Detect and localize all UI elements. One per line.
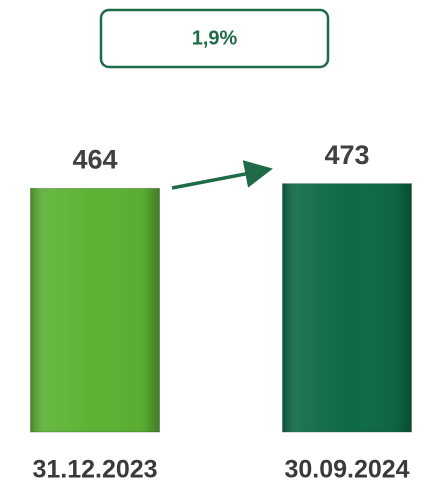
value-label: 464: [72, 145, 117, 175]
annotation: 1,9%: [192, 27, 238, 49]
bar: [282, 183, 412, 433]
trend-arrow: [171, 160, 273, 190]
x-tick-label: 31.12.2023: [32, 456, 157, 484]
bar: [30, 187, 160, 433]
x-tick-label: 30.09.2024: [284, 456, 409, 484]
value-label: 473: [324, 140, 369, 170]
annotation-box: [99, 8, 330, 69]
